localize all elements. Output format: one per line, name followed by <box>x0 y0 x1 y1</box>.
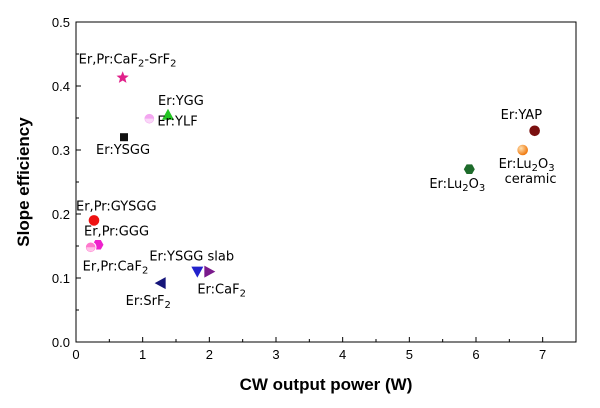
point-label: Er,Pr:GGG <box>84 225 149 240</box>
data-point <box>162 108 174 120</box>
y-tick-label: 0.2 <box>52 207 70 222</box>
x-tick-label: 7 <box>539 347 546 362</box>
marker-highlight <box>145 118 154 123</box>
x-tick-label: 5 <box>406 347 413 362</box>
point-label: Er,Pr:GYSGG <box>76 199 157 214</box>
x-tick-label: 3 <box>272 347 279 362</box>
x-tick-label: 6 <box>472 347 479 362</box>
y-tick-label: 0.5 <box>52 15 70 30</box>
point-label: Er:YGG <box>158 94 204 109</box>
point-label: Er,Pr:CaF2​ <box>83 259 149 276</box>
data-point <box>463 164 475 174</box>
y-axis-title: Slope efficiency <box>14 117 33 247</box>
point-label: Er:YSGG slab <box>149 250 234 265</box>
point-label: Er:YSGG <box>96 143 150 158</box>
y-tick-label: 0.1 <box>52 271 70 286</box>
data-point <box>191 266 204 278</box>
x-tick-label: 4 <box>339 347 346 362</box>
y-tick-label: 0.0 <box>52 335 70 350</box>
y-tick-label: 0.4 <box>52 79 70 94</box>
point-label: Er,Pr:CaF2​-SrF2​ <box>79 53 177 70</box>
data-point <box>529 125 540 137</box>
data-point <box>517 144 528 156</box>
point-label: Er:Lu2​O3​ceramic <box>499 157 557 187</box>
point-label: Er:YAP <box>501 108 543 123</box>
y-tick-label: 0.3 <box>52 143 70 158</box>
point-label: Er:SrF2​ <box>126 294 171 311</box>
x-tick-label: 2 <box>206 347 213 362</box>
x-axis-title: CW output power (W) <box>240 375 413 394</box>
data-point <box>154 277 166 290</box>
data-point <box>120 133 128 142</box>
point-labels: Er,Pr:CaF2​-SrF2​ Er:YGG Er:YLF Er:YSGG Er,P… <box>76 53 557 311</box>
axis-ticks: 0 1 2 3 4 5 6 7 0.0 0.1 0.2 0.3 0.4 0.5 <box>52 15 577 362</box>
point-label: Er:CaF2​ <box>197 283 246 300</box>
point-label: Er:YLF <box>157 115 197 130</box>
data-point <box>116 71 129 83</box>
x-tick-label: 0 <box>72 347 79 362</box>
data-points <box>84 71 540 290</box>
data-point <box>88 215 100 226</box>
data-point <box>204 265 216 278</box>
x-tick-label: 1 <box>139 347 146 362</box>
marker-highlight <box>86 247 95 252</box>
point-label: Er:Lu2​O3​ <box>429 177 485 194</box>
